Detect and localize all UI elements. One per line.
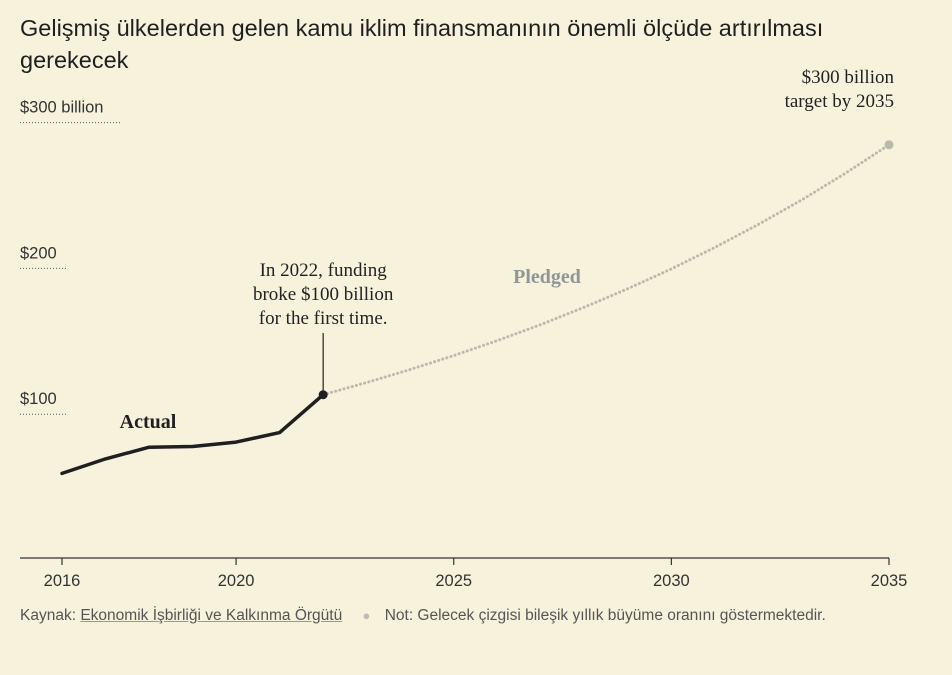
pledged-line [321,143,891,397]
y-tick-label: $100 [20,390,57,408]
pledged-end-point [884,140,894,150]
chart-title: Gelişmiş ülkelerden gelen kamu iklim fin… [20,15,824,73]
chart-footer: Kaynak: Ekonomik İşbirliği ve Kalkınma Ö… [20,604,920,628]
annotation-2022-line: broke $100 billion [253,284,394,305]
x-tick-label: 2020 [218,572,255,590]
separator-dot-icon: ● [362,608,371,623]
annotation-2022-line: for the first time. [259,308,388,329]
x-tick-label: 2030 [653,572,690,590]
actual-line [60,392,325,476]
annotation-target-line: $300 billion [802,67,895,88]
line-chart: $100 $200 $300 billion 2016 2020 2025 2030 203… [20,67,908,590]
y-tick-label: $200 [20,244,57,262]
y-tick-label: $300 billion [20,99,103,117]
actual-end-point [318,390,328,400]
y-axis-ticks: $100 $200 $300 billion [20,99,122,415]
series-lines [60,140,894,476]
annotations: In 2022, funding broke $100 billion for th… [253,67,895,391]
note-text: Not: Gelecek çizgisi bileşik yıllık büyü… [384,607,826,624]
annotation-2022-line: In 2022, funding [260,260,388,281]
pledged-series-label: Pledged [513,266,581,288]
source-link[interactable]: Ekonomik İşbirliği ve Kalkınma Örgütü [80,607,343,624]
source-label: Kaynak: [20,607,77,624]
x-axis: 2016 2020 2025 2030 2035 [20,557,908,590]
annotation-target-line: target by 2035 [785,91,894,112]
series-labels: Actual Pledged [120,266,581,433]
x-tick-label: 2016 [44,572,81,590]
x-tick-label: 2035 [871,572,908,590]
x-tick-label: 2025 [435,572,472,590]
actual-series-label: Actual [120,411,177,433]
